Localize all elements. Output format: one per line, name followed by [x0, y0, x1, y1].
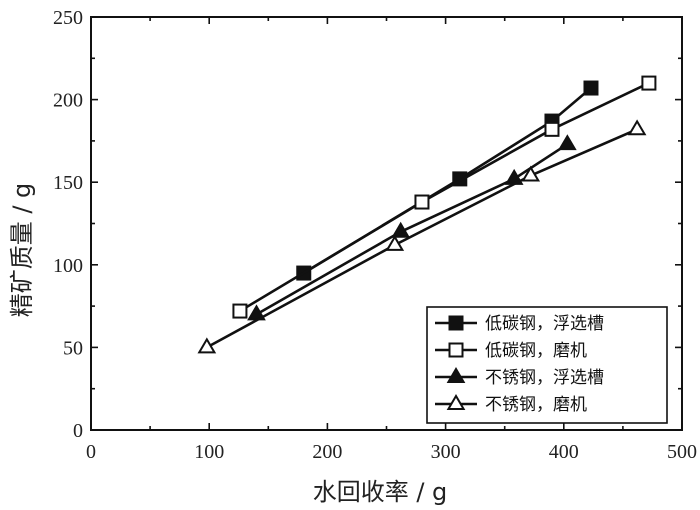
data-point [385, 234, 405, 251]
legend-item: 不锈钢，浮选槽 [435, 367, 604, 388]
data-point [232, 303, 248, 319]
legend-label: 低碳钢，浮选槽 [485, 314, 604, 334]
data-point [641, 75, 657, 91]
x-tick-label: 300 [431, 441, 461, 463]
data-point [197, 337, 217, 354]
x-tick-label: 500 [667, 441, 697, 463]
y-tick-label: 200 [53, 90, 83, 112]
legend-label: 低碳钢，磨机 [485, 341, 587, 361]
data-point [414, 194, 430, 210]
y-tick-label: 0 [73, 420, 83, 442]
legend-marker [446, 367, 466, 383]
x-axis-title: 水回收率 / g [313, 478, 448, 506]
y-tick-label: 250 [53, 7, 83, 29]
x-tick-label: 200 [312, 441, 342, 463]
legend-marker [448, 342, 464, 358]
data-point [627, 119, 647, 136]
series-2 [232, 75, 657, 319]
series-layer [197, 75, 657, 354]
legend-item: 不锈钢，磨机 [435, 394, 587, 415]
data-point [583, 80, 599, 96]
legend-label: 不锈钢，浮选槽 [485, 368, 604, 388]
legend-marker [448, 315, 464, 331]
series-3 [247, 134, 577, 321]
legend-item: 低碳钢，浮选槽 [435, 314, 604, 334]
y-tick-label: 50 [63, 337, 83, 359]
x-tick-label: 400 [549, 441, 579, 463]
legend-label: 不锈钢，磨机 [485, 395, 587, 415]
series-line [255, 143, 569, 316]
series-line [206, 128, 638, 349]
data-point [544, 121, 560, 137]
x-tick-label: 100 [194, 441, 224, 463]
data-point [391, 221, 411, 238]
data-point [558, 134, 577, 151]
data-point [521, 165, 541, 182]
legend-item: 低碳钢，磨机 [435, 341, 587, 361]
legend-marker [446, 394, 466, 410]
y-axis-title: 精矿质量 / g [8, 183, 36, 318]
y-tick-label: 150 [53, 172, 83, 194]
axes: 0 100 200 300 400 500 0 50 100 150 200 250 [53, 7, 697, 463]
x-tick-label: 0 [86, 441, 96, 463]
series-line [239, 81, 650, 313]
series-4 [197, 119, 647, 354]
y-tick-label: 100 [53, 255, 83, 277]
